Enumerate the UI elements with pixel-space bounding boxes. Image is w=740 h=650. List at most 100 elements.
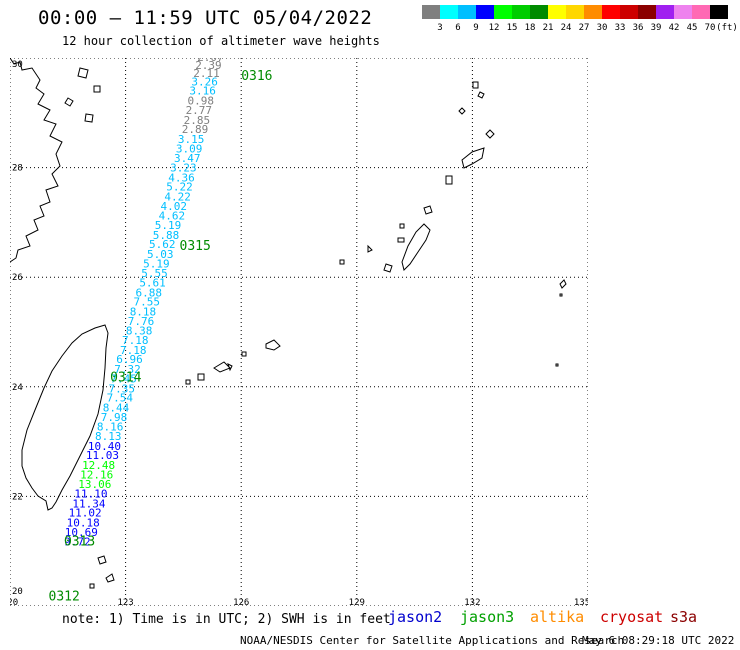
swh-value: 4.36: [168, 171, 195, 184]
legend-tick-label: 18: [524, 23, 536, 33]
swh-value: 0.98: [187, 95, 214, 108]
swh-value: 11.02: [69, 507, 102, 520]
generated-time: May 6 08:29:18 UTC 2022: [582, 634, 735, 647]
lat-label: 26: [12, 273, 23, 283]
lat-label: 28: [12, 164, 23, 174]
china-coast: [10, 58, 63, 263]
legend-tick-label: 12: [488, 23, 500, 33]
swh-value: 8.38: [126, 325, 153, 338]
axis-labels: 120 123 126 129 132 135 30 28 26 24 22 20: [10, 60, 588, 606]
legend-tick-label: 6: [455, 23, 461, 33]
credit-line: NOAA/NESDIS Center for Satellite Applica…: [240, 634, 625, 647]
swh-value: 2.11: [193, 67, 220, 80]
page-title: 00:00 – 11:59 UTC 05/04/2022: [38, 7, 373, 29]
swh-value: 10.69: [65, 526, 98, 539]
footnote: note: 1) Time is in UTC; 2) SWH is in fe…: [62, 612, 391, 627]
luzon-strait-islands: [89, 555, 115, 589]
swh-value: 3.15: [178, 133, 205, 146]
swh-value: 5.03: [147, 248, 174, 261]
legend-swatch: [422, 5, 440, 19]
swh-value: 11.10: [74, 487, 107, 500]
swh-value: 7.54: [107, 392, 134, 405]
swh-value: 3.23: [170, 161, 197, 174]
satellite-label: cryosat: [600, 608, 664, 626]
legend-unit: (ft): [716, 23, 738, 33]
legend-swatch: [512, 5, 530, 19]
swh-value: 7.45: [110, 372, 137, 385]
swh-value: 4.02: [161, 200, 188, 213]
pass-label: 0314: [110, 370, 141, 385]
swh-value: 11.03: [86, 449, 119, 462]
swh-value: 3.47: [174, 152, 201, 165]
page-subtitle: 12 hour collection of altimeter wave hei…: [62, 34, 380, 48]
lat-label: 30: [12, 60, 23, 70]
legend-swatch: [530, 5, 548, 19]
swh-value: 2.77: [186, 104, 213, 117]
swh-value: 12.16: [80, 468, 113, 481]
legend-swatch: [656, 5, 674, 19]
swh-value: 7.18: [120, 344, 147, 357]
swh-value: 7.18: [122, 334, 149, 347]
pass-label: 0312: [49, 590, 80, 605]
map-background: [10, 58, 588, 606]
swh-value: 11.34: [72, 497, 105, 510]
swh-value: 8.44: [103, 401, 130, 414]
legend-tick-label: 30: [596, 23, 608, 33]
legend-swatch: [440, 5, 458, 19]
lon-label: 123: [117, 598, 133, 606]
legend-swatch: [692, 5, 710, 19]
lon-label: 126: [233, 598, 249, 606]
swh-value: 9.72: [64, 536, 91, 549]
taiwan-coast: [21, 324, 109, 511]
swh-value: 2.89: [182, 123, 209, 136]
swh-value: 10.40: [88, 440, 121, 453]
swh-value: 7.55: [134, 296, 161, 309]
pass-label: 0315: [180, 239, 211, 254]
legend-tick-label: 15: [506, 23, 518, 33]
legend-tick-label: 70: [704, 23, 716, 33]
legend-tick-label: 3: [437, 23, 443, 33]
swh-value: 2.85: [184, 114, 211, 127]
satellite-label: jason2: [388, 608, 443, 626]
swh-value: 2.07: [197, 58, 224, 64]
legend-tick-label: 39: [650, 23, 662, 33]
swh-value: 7.35: [108, 382, 135, 395]
legend-swatch: [584, 5, 602, 19]
altimeter-observations: 2.072.392.113.263.160.982.772.852.893.15…: [64, 58, 223, 549]
lat-label: 22: [12, 492, 23, 502]
legend-swatch: [674, 5, 692, 19]
pass-labels: 0316 0315 0314 0313 0312: [49, 69, 273, 605]
swh-value: 3.26: [191, 75, 218, 88]
satellite-label: jason3: [460, 608, 515, 626]
swh-value: 5.88: [153, 229, 180, 242]
legend-swatch: [710, 5, 728, 19]
swh-value: 5.55: [141, 267, 168, 280]
swh-value: 5.22: [166, 181, 193, 194]
swh-value: 7.98: [101, 411, 128, 424]
legend-tick-label: 21: [542, 23, 554, 33]
legend-tick-label: 9: [473, 23, 479, 33]
swh-value: 7.76: [128, 315, 155, 328]
map-grid: [10, 58, 588, 606]
legend-swatch: [620, 5, 638, 19]
lon-label: 132: [464, 598, 480, 606]
swh-value: 5.61: [139, 277, 166, 290]
wave-height-map: 2.072.392.113.263.160.982.772.852.893.15…: [10, 58, 588, 606]
swh-value: 3.09: [176, 142, 203, 155]
swh-value: 13.06: [78, 478, 111, 491]
legend-tick-label: 27: [578, 23, 590, 33]
swh-value: 2.39: [195, 59, 222, 72]
swh-value: 8.13: [95, 430, 122, 443]
swh-value: 8.18: [130, 306, 157, 319]
small-islands-east: [555, 279, 567, 367]
satellite-label: altika: [530, 608, 585, 626]
legend-tick-label: 33: [614, 23, 626, 33]
legend-tick-label: 45: [686, 23, 698, 33]
lat-label: 24: [12, 383, 23, 393]
legend-swatch: [638, 5, 656, 19]
swh-value: 10.18: [67, 517, 100, 530]
lon-label: 135: [574, 598, 588, 606]
legend-tick-label: 24: [560, 23, 572, 33]
legend-swatch: [566, 5, 584, 19]
swh-value: 8.16: [97, 421, 124, 434]
